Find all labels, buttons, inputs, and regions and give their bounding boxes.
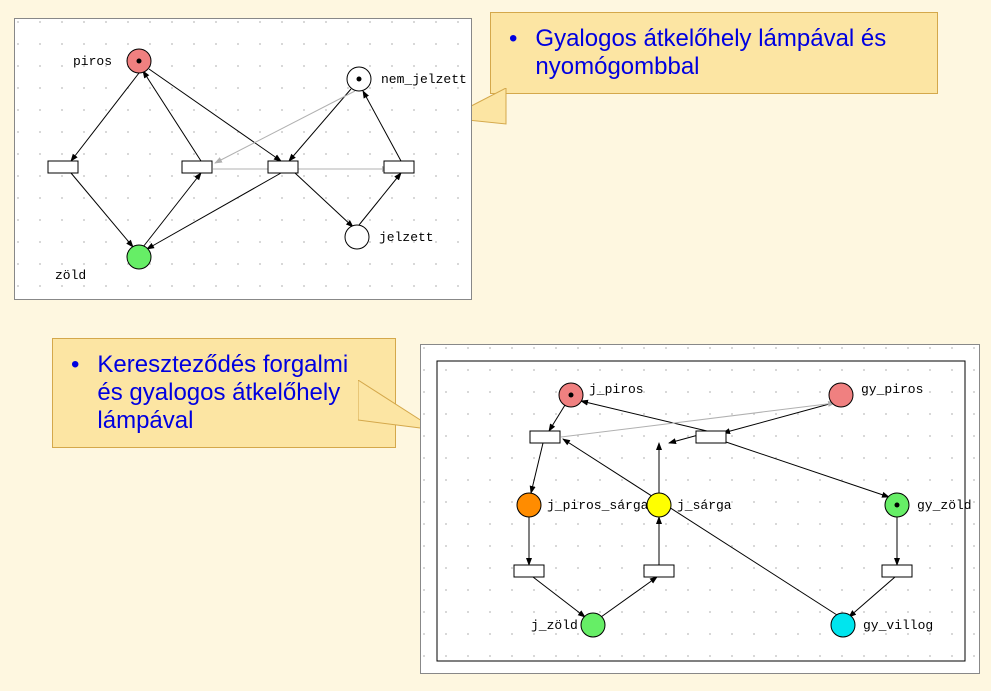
petri-net-diagram-1: piros nem_jelzettjelzett zöld (14, 18, 472, 300)
petri-transition-T5 (882, 565, 912, 577)
petri-transition-t1 (48, 161, 78, 173)
petri-transition-T2 (696, 431, 726, 443)
callout-top: • Gyalogos átkelőhely lámpával és nyomóg… (490, 12, 938, 94)
callout-bottom-text: Kereszteződés forgalmi és gyalogos átkel… (97, 351, 377, 435)
petri-place-label: gy_zöld (917, 498, 972, 513)
petri-place-label: j_piros (589, 382, 644, 397)
petri-transition-t3 (268, 161, 298, 173)
petri-place-label: j_zöld (531, 618, 578, 633)
petri-transition-t4 (384, 161, 414, 173)
petri-transition-T3 (514, 565, 544, 577)
petri-place-label: nem_jelzett (381, 72, 467, 87)
bullet-dot: • (509, 25, 517, 81)
petri-net-diagram-2: j_piros gy_piros j_piros_sárga j_sárga gy_zö… (420, 344, 980, 674)
callout-top-text: Gyalogos átkelőhely lámpával és nyomógom… (535, 25, 919, 81)
petri-transition-T4 (644, 565, 674, 577)
petri-transition-t2 (182, 161, 212, 173)
petri-place-label: zöld (55, 268, 86, 283)
petri-place-label: piros (73, 54, 112, 69)
petri-place-label: jelzett (379, 230, 434, 245)
petri-place-label: gy_piros (861, 382, 923, 397)
petri-place-label: j_piros_sárga (547, 498, 649, 513)
petri-place-label: j_sárga (677, 498, 732, 513)
bullet-dot: • (71, 351, 79, 435)
petri-place-label: gy_villog (863, 618, 933, 633)
callout-bottom: • Kereszteződés forgalmi és gyalogos átk… (52, 338, 396, 448)
petri-transition-T1 (530, 431, 560, 443)
